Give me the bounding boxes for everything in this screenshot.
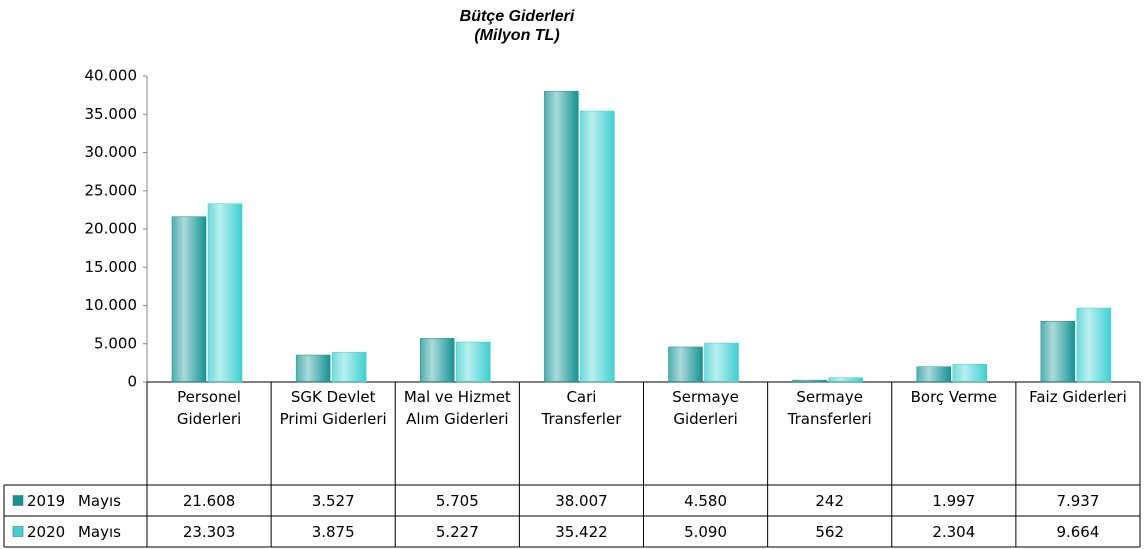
chart-subtitle: (Milyon TL) — [474, 27, 559, 44]
y-tick-label: 40.000 — [85, 67, 138, 85]
y-tick-label: 15.000 — [85, 258, 138, 276]
bar — [952, 364, 987, 383]
chart-title: Bütçe Giderleri — [460, 8, 575, 25]
bar — [207, 203, 243, 383]
y-tick-label: 20.000 — [85, 220, 138, 238]
y-tick-label: 25.000 — [85, 181, 138, 199]
table-value: 5.227 — [436, 523, 479, 541]
table-value: 5.090 — [684, 523, 727, 541]
x-tick-label: Sermaye Transferleri — [787, 388, 872, 428]
legend-swatch — [12, 495, 24, 506]
bar — [668, 346, 703, 383]
y-tick-label: 30.000 — [85, 143, 138, 161]
table-value: 5.705 — [436, 492, 479, 510]
bar — [704, 342, 739, 383]
table-value: 38.007 — [555, 492, 608, 510]
x-tick-label: SGK Devlet Primi Giderleri — [279, 388, 387, 428]
x-tick-label: Borç Verme — [910, 388, 997, 406]
x-tick-label: Personel Giderleri — [176, 388, 242, 428]
table-value: 1.997 — [932, 492, 975, 510]
x-tick-label: Faiz Giderleri — [1029, 388, 1127, 406]
legend-swatch — [12, 526, 24, 537]
bar — [828, 377, 863, 383]
y-tick-label: 10.000 — [85, 296, 138, 314]
bar — [792, 379, 827, 383]
bar — [420, 338, 455, 383]
table-value: 3.875 — [312, 523, 355, 541]
bar — [1040, 321, 1076, 383]
table-value: 4.580 — [684, 492, 727, 510]
table-value: 2.304 — [932, 523, 975, 541]
bar — [1076, 307, 1112, 383]
table-value: 3.527 — [312, 492, 355, 510]
bar — [916, 366, 951, 383]
y-tick-label: 35.000 — [85, 105, 138, 123]
table-value: 9.664 — [1056, 523, 1099, 541]
bar — [544, 90, 579, 383]
table-value: 23.303 — [183, 523, 236, 541]
x-tick-label: Sermaye Giderleri — [672, 388, 739, 428]
x-tick-label: Cari Transferler — [541, 388, 622, 428]
table-value: 562 — [815, 523, 844, 541]
table-value: 21.608 — [183, 492, 236, 510]
table-value: 7.937 — [1056, 492, 1099, 510]
table-value: 242 — [815, 492, 844, 510]
bar — [456, 341, 491, 383]
legend-label: 2020 Mayıs — [27, 523, 121, 541]
bar — [580, 110, 615, 383]
x-tick-label: Mal ve Hizmet Alım Giderleri — [403, 388, 511, 428]
bar — [171, 216, 207, 383]
bar — [295, 354, 331, 383]
y-tick-label: 5.000 — [94, 334, 137, 352]
table-value: 35.422 — [555, 523, 608, 541]
bar — [331, 352, 367, 383]
legend-label: 2019 Mayıs — [27, 492, 121, 510]
y-tick-label: 0 — [127, 373, 137, 391]
